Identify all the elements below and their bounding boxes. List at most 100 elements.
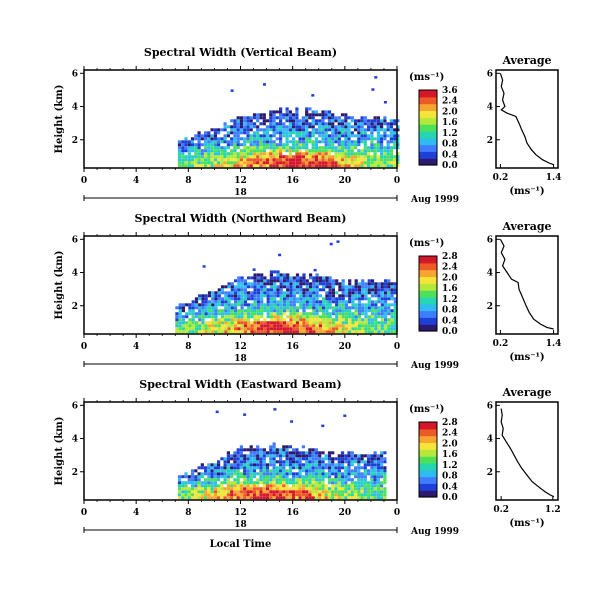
heatmap-cell	[341, 300, 345, 304]
heatmap-cell	[224, 291, 228, 295]
heatmap-cell	[247, 330, 251, 334]
heatmap-cell	[269, 300, 273, 304]
heatmap-cell	[292, 315, 296, 319]
heatmap-cell	[279, 131, 283, 135]
heatmap-cell	[328, 300, 332, 304]
heatmap-cell	[253, 300, 257, 304]
heatmap-cell	[253, 288, 257, 292]
heatmap-cell	[210, 140, 214, 144]
heatmap-cell	[197, 475, 201, 479]
heatmap-cell	[315, 330, 319, 334]
heatmap-cell	[240, 312, 244, 316]
heatmap-cell	[240, 285, 244, 289]
heatmap-cell	[393, 128, 397, 132]
heatmap-cell	[282, 116, 286, 120]
heatmap-cell	[370, 155, 374, 159]
heatmap-cell	[236, 484, 240, 488]
profile-frame	[495, 235, 559, 335]
heatmap-cell	[220, 161, 224, 165]
colorbar-swatch	[419, 124, 437, 132]
heatmap-cell	[376, 487, 380, 491]
heatmap-cell	[347, 143, 351, 147]
heatmap-cell	[210, 478, 214, 482]
heatmap-cell	[269, 152, 273, 156]
heatmap-cell	[364, 303, 368, 307]
heatmap-cell	[292, 122, 296, 126]
heatmap-cell	[321, 140, 325, 144]
heatmap-cell	[350, 125, 354, 129]
heatmap-cell	[393, 131, 397, 135]
heatmap-cell	[243, 312, 247, 316]
heatmap-cell	[347, 155, 351, 159]
heatmap-cell	[279, 460, 283, 464]
heatmap-cell	[387, 303, 391, 307]
heatmap-cell	[279, 152, 283, 156]
heatmap-cell	[265, 119, 270, 123]
heatmap-cell	[286, 321, 290, 325]
x-tick-label: 12	[234, 342, 247, 352]
heatmap-cell	[265, 484, 270, 488]
heatmap-cell	[292, 282, 296, 286]
heatmap-cell	[220, 324, 225, 328]
heatmap-cell	[213, 149, 217, 153]
heatmap-cell	[305, 131, 309, 135]
heatmap-cell	[269, 487, 273, 491]
heatmap-cell	[295, 285, 300, 289]
heatmap-cell	[292, 312, 296, 316]
heatmap-cell	[292, 276, 296, 280]
heatmap-cell	[322, 300, 326, 304]
heatmap-cell	[305, 490, 309, 494]
heatmap-cell	[373, 472, 377, 476]
heatmap-cell	[214, 318, 218, 322]
heatmap-cell	[367, 122, 371, 126]
heatmap-cell	[363, 469, 367, 473]
heatmap-cell	[285, 146, 289, 150]
heatmap-cell	[302, 318, 306, 322]
heatmap-cell	[318, 330, 322, 334]
heatmap-cell	[390, 330, 394, 334]
heatmap-cell	[295, 140, 299, 144]
heatmap-cell	[194, 481, 198, 485]
heatmap-cell	[331, 161, 335, 165]
heatmap-cell	[338, 321, 342, 325]
heatmap-cell	[363, 158, 367, 162]
heatmap-cell	[269, 330, 273, 334]
heatmap-cell	[250, 315, 254, 319]
heatmap-cell	[252, 116, 257, 120]
heatmap-cell	[194, 484, 198, 488]
heatmap-cell	[340, 481, 345, 485]
heatmap-cell	[390, 318, 394, 322]
heatmap-cell	[311, 152, 315, 156]
heatmap-cell	[312, 294, 316, 298]
heatmap-cell	[328, 288, 332, 292]
heatmap-cell	[314, 131, 318, 135]
heatmap-cell	[314, 140, 318, 144]
heatmap-cell	[282, 134, 286, 138]
heatmap-cell	[337, 463, 341, 467]
heatmap-cell	[223, 149, 227, 153]
heatmap-cell	[198, 294, 202, 298]
heatmap-cell	[207, 303, 212, 307]
heatmap-cell	[262, 122, 266, 126]
heatmap-cell	[393, 312, 397, 316]
heatmap-cell	[298, 149, 302, 153]
heatmap-cell	[396, 164, 400, 168]
heatmap-cell	[308, 164, 312, 168]
heatmap-cell	[224, 327, 228, 331]
heatmap-cell	[370, 472, 374, 476]
heatmap-cell	[240, 321, 244, 325]
heatmap-cell	[351, 330, 355, 334]
heatmap-cell	[295, 306, 300, 310]
heatmap-cell	[367, 487, 371, 491]
heatmap-cell	[315, 327, 319, 331]
heatmap-cell	[301, 122, 305, 126]
heatmap-cell	[188, 312, 192, 316]
heatmap-cell	[223, 155, 227, 159]
heatmap-cell	[308, 116, 312, 120]
heatmap-cell	[197, 484, 201, 488]
heatmap-speck	[383, 101, 387, 104]
heatmap-cell	[259, 457, 263, 461]
heatmap-cell	[360, 134, 364, 138]
heatmap-cell	[289, 303, 293, 307]
heatmap-cell	[269, 493, 273, 497]
